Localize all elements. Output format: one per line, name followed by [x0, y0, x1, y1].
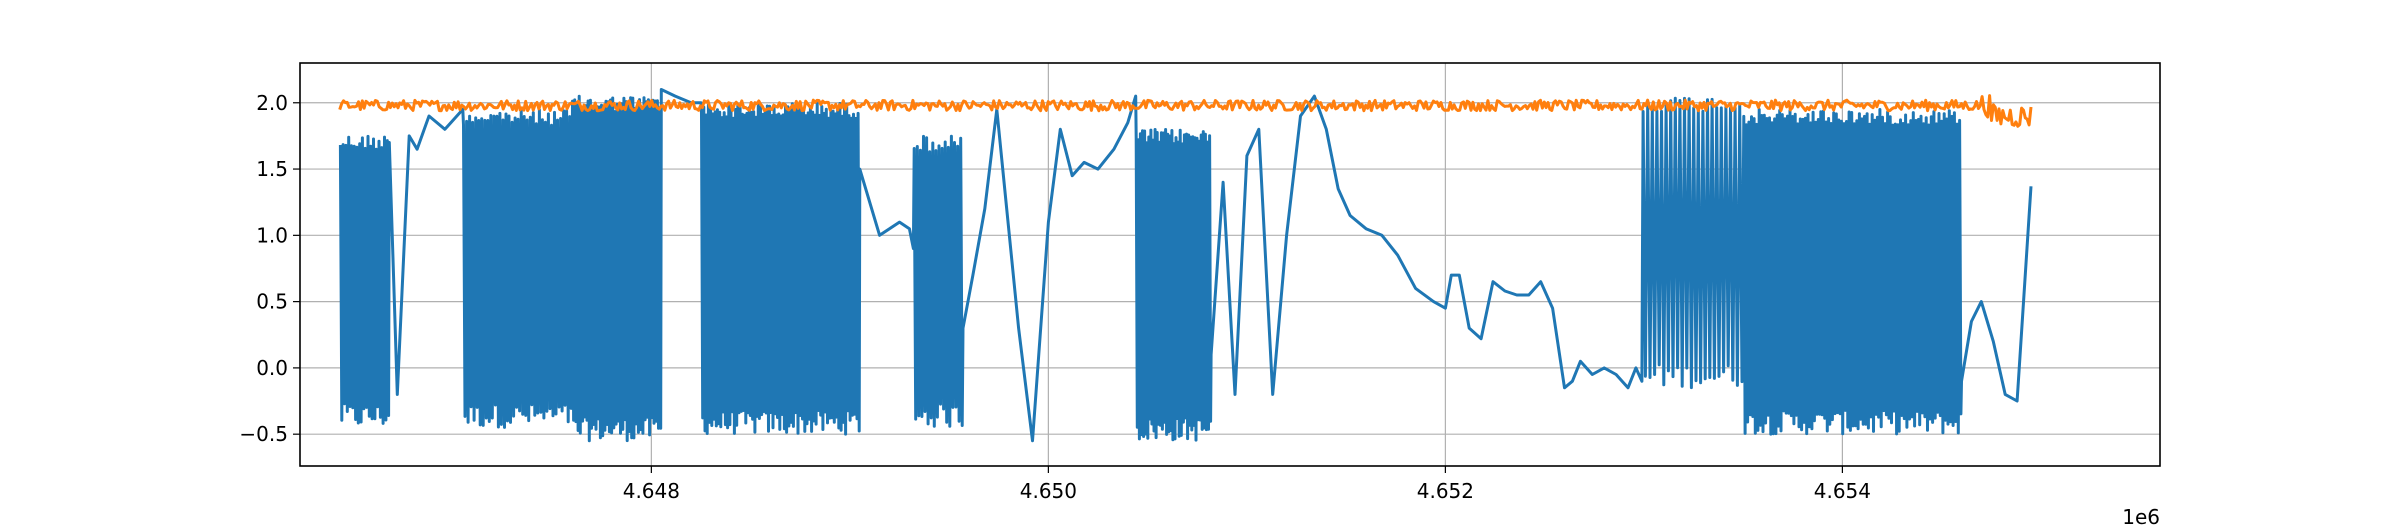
y-tick-label: −0.5	[239, 422, 288, 446]
y-axis: −0.5 0.0 0.5 1.0 1.5 2.0	[239, 91, 300, 446]
x-tick-label: 4.650	[1020, 479, 1077, 503]
x-offset-label: 1e6	[2122, 505, 2160, 525]
plot-frame	[299, 62, 2161, 467]
y-tick-label: 1.5	[256, 157, 288, 181]
x-tick-label: 4.652	[1417, 479, 1474, 503]
series-line-2	[338, 94, 2033, 128]
series-lines	[338, 88, 2033, 443]
series-line-1	[338, 88, 2033, 443]
y-tick-label: 1.0	[256, 223, 288, 247]
x-tick-label: 4.654	[1814, 479, 1871, 503]
x-tick-label: 4.648	[623, 479, 680, 503]
y-tick-label: 0.5	[256, 290, 288, 314]
y-tick-label: 2.0	[256, 91, 288, 115]
x-axis: 4.648 4.650 4.652 4.654	[623, 466, 1871, 503]
y-tick-label: 0.0	[256, 356, 288, 380]
